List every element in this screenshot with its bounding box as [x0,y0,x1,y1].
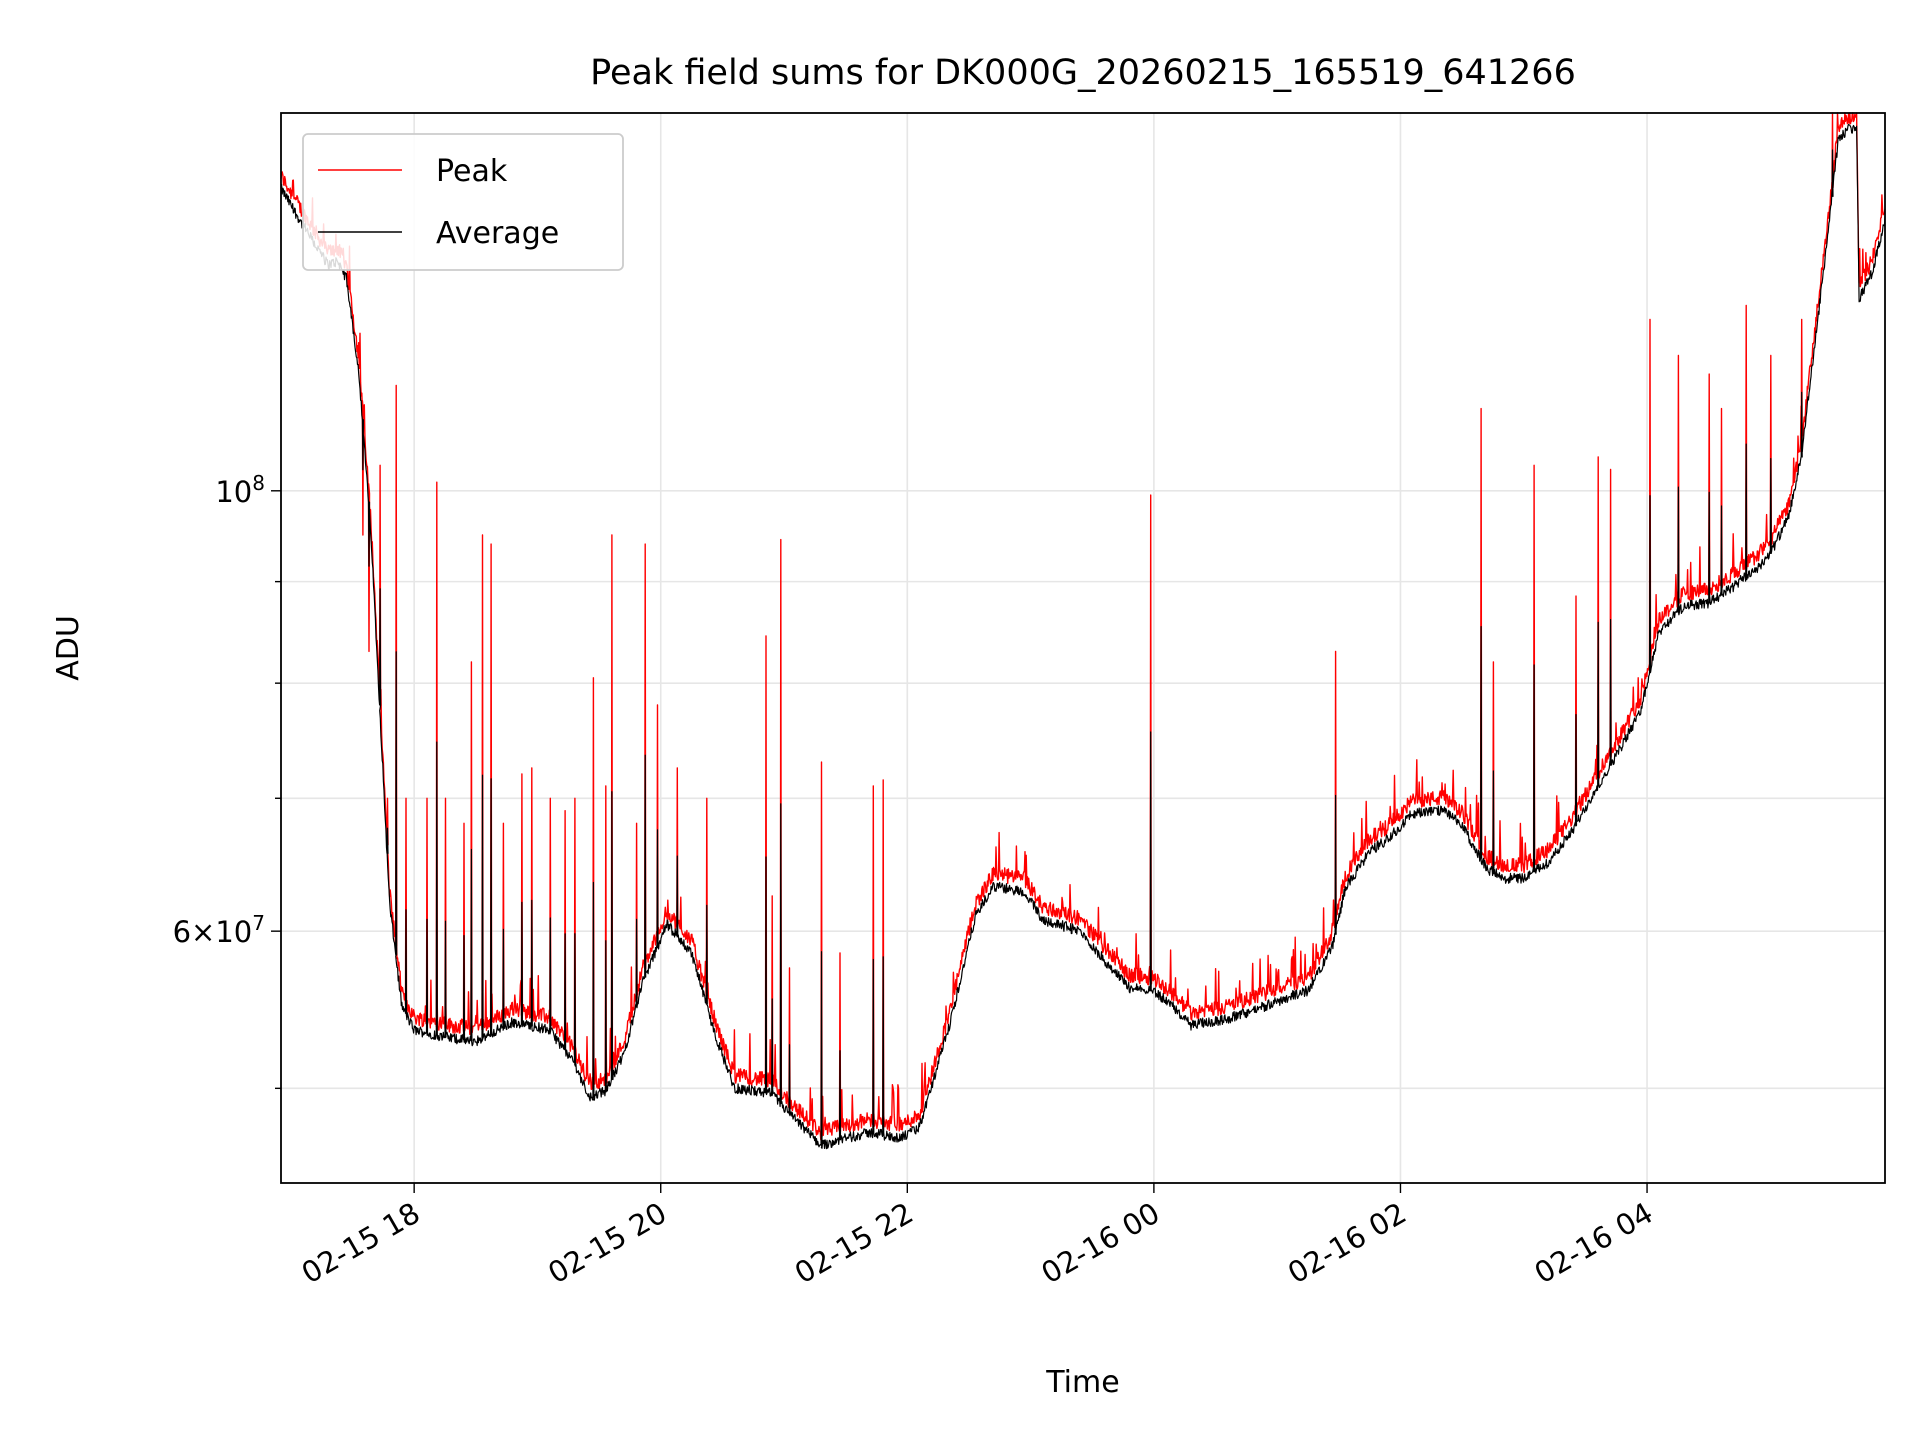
series-line-average [280,123,1886,1150]
y-axis-label: ADU [51,615,86,681]
y-tick-label: 6×107 [173,911,265,949]
y-tick-label: 108 [215,471,265,509]
x-axis-label: Time [1045,1365,1119,1400]
legend-box [302,133,624,271]
legend-label-average: Average [436,216,559,251]
grid-lines [281,113,1885,1183]
y-axis-ticks: 108 6×107 [173,471,281,1090]
axes-frame [280,112,1886,1184]
legend: Peak Average [302,133,624,271]
series-lines [280,112,1886,1150]
legend-label-peak: Peak [436,154,508,189]
series-line-peak [280,112,1886,1141]
chart-title: Peak field sums for DK000G_20260215_1655… [590,53,1576,93]
